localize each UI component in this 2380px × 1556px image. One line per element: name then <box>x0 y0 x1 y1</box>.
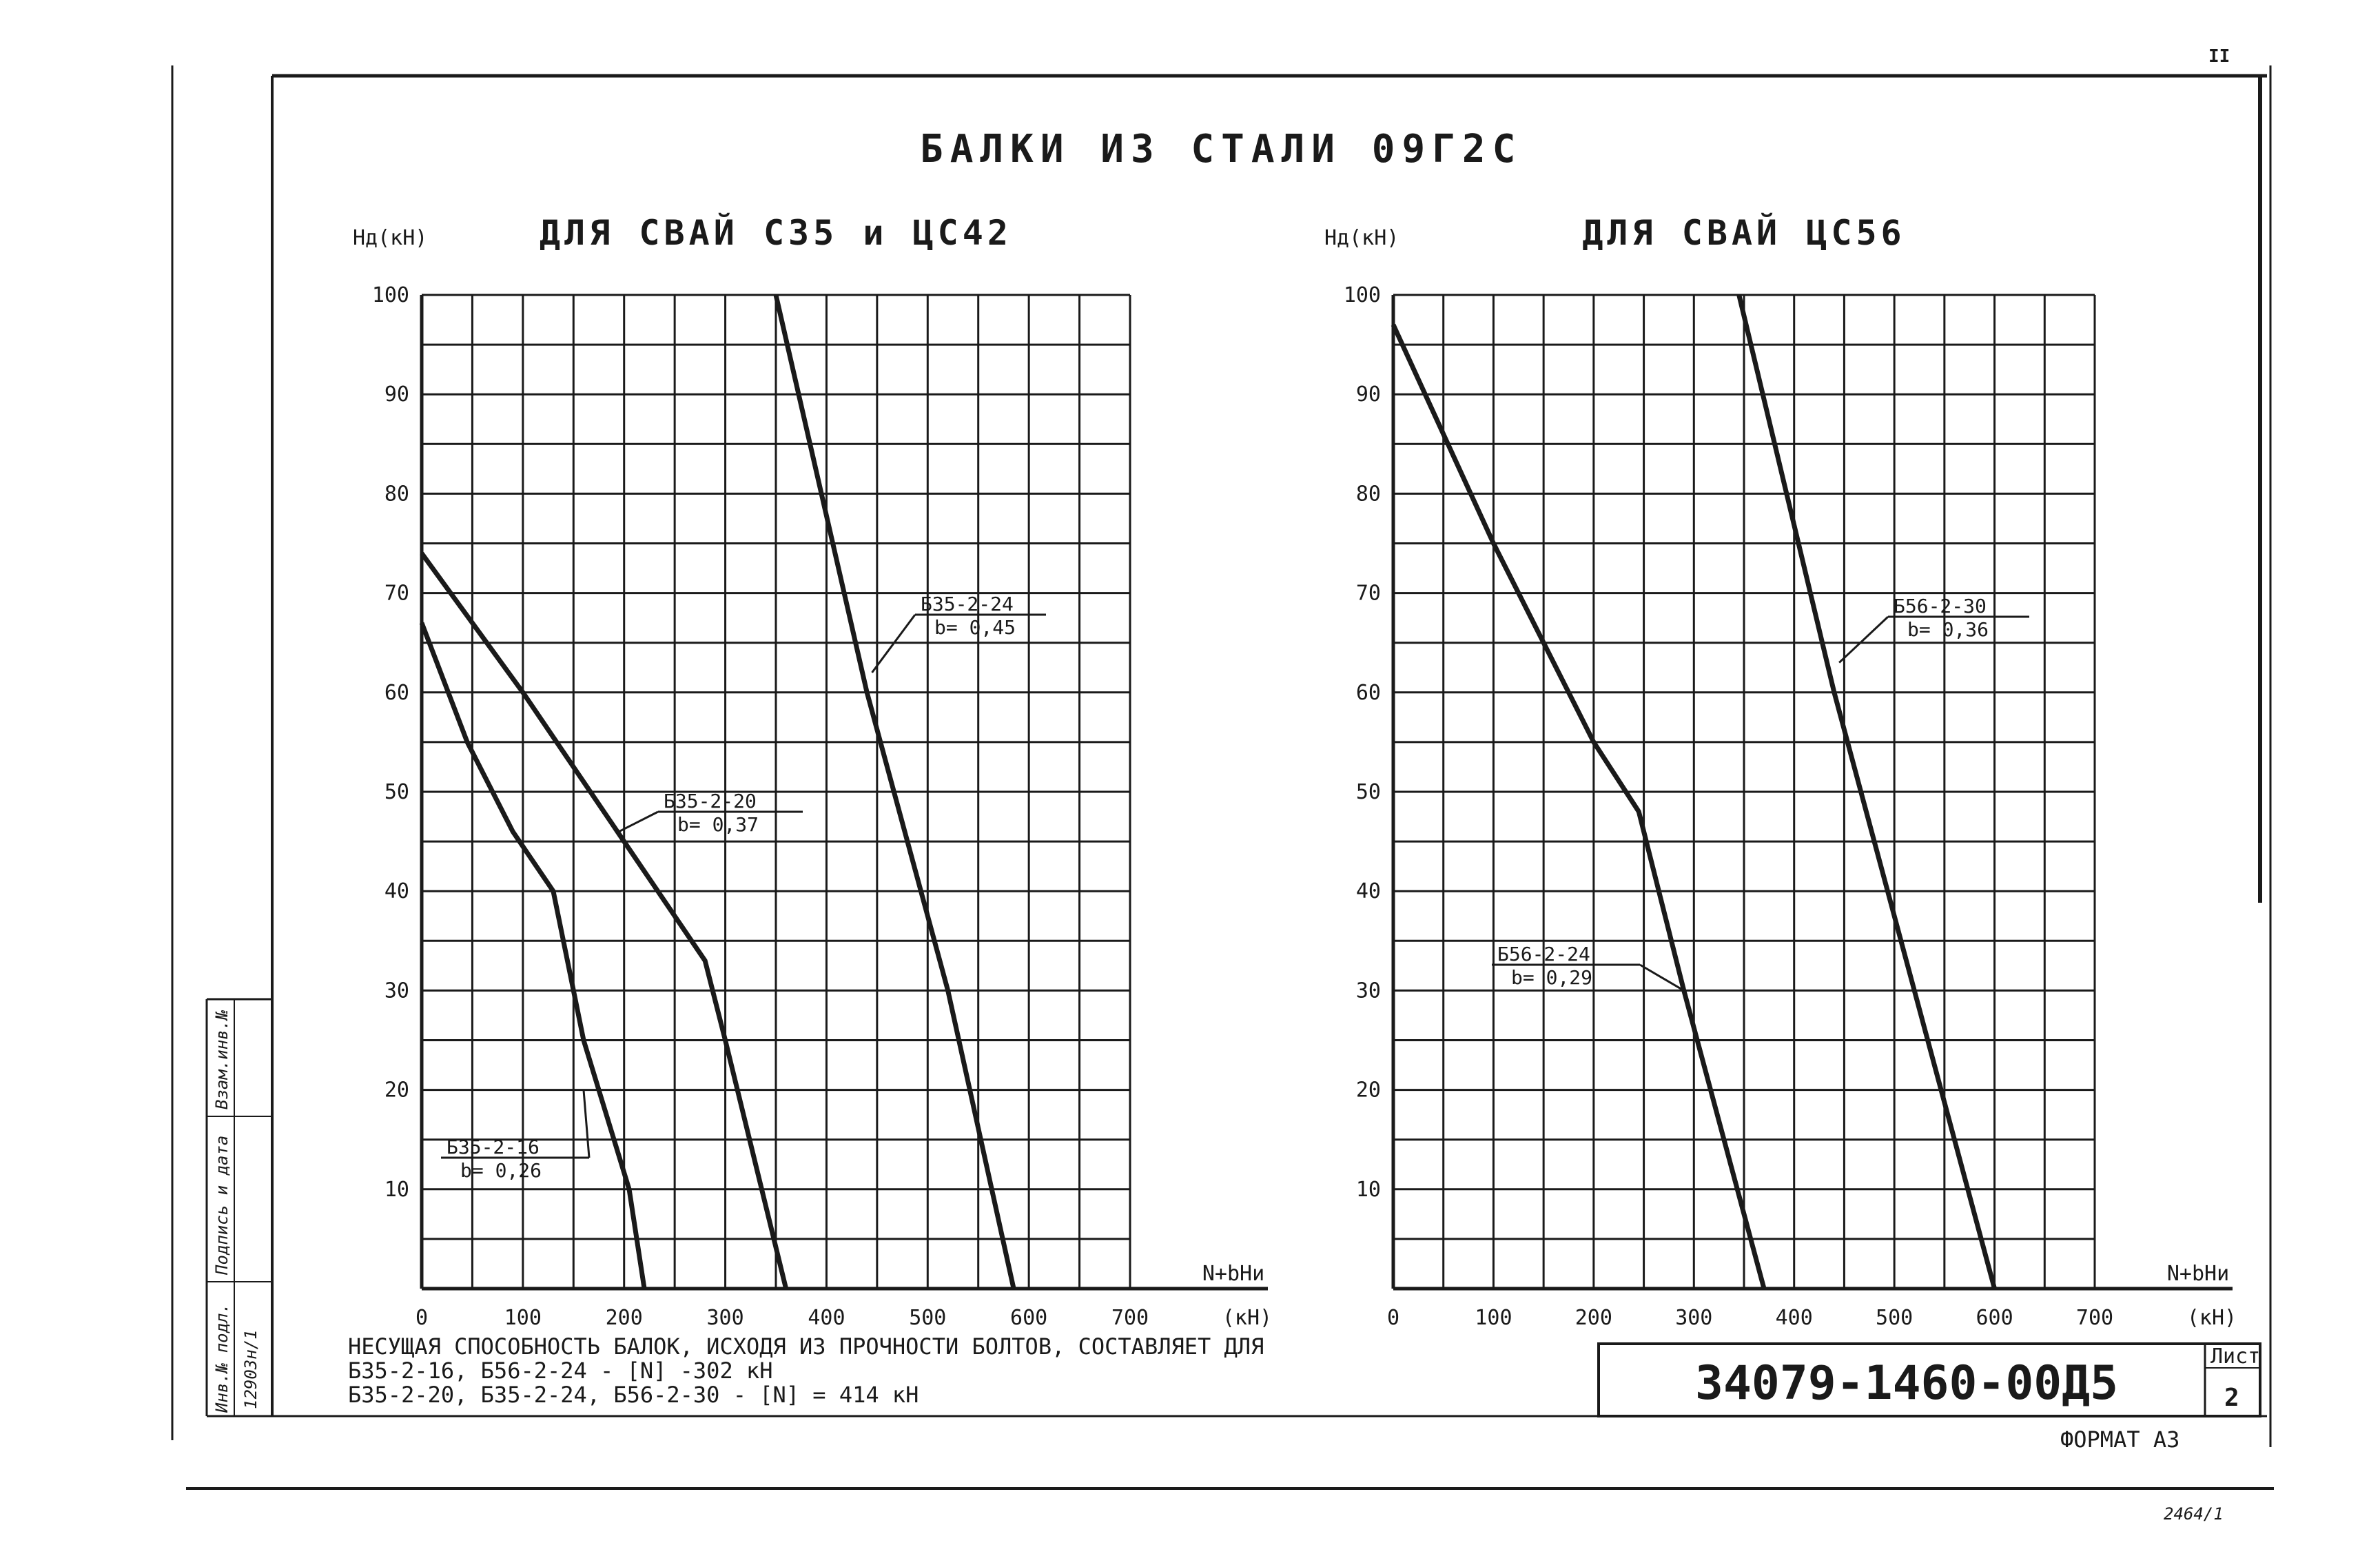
y-tick-label: 100 <box>1344 283 1381 307</box>
y-tick-label: 90 <box>384 382 409 407</box>
series-line <box>419 622 647 1289</box>
y-tick-label: 30 <box>384 979 409 1003</box>
series-b-value: b= 0,36 <box>1907 618 1989 641</box>
note-line-2: Б35-2-16, Б56-2-24 - [N] -302 кН <box>348 1358 773 1384</box>
sheet-frame <box>171 65 2274 1490</box>
sheet-label: Лист <box>2210 1344 2260 1369</box>
y-tick-label: 50 <box>1356 780 1381 804</box>
x-tick-label: 600 <box>1010 1306 1047 1330</box>
main-title: БАЛКИ ИЗ СТАЛИ 09Г2С <box>920 127 1522 172</box>
label-pointer <box>1838 615 1889 664</box>
y-tick-label: 20 <box>1356 1078 1381 1103</box>
note-line-3: Б35-2-20, Б35-2-24, Б56-2-30 - [N] = 414… <box>348 1382 919 1408</box>
label-pointer <box>1639 963 1685 992</box>
label-pointer <box>582 1089 591 1158</box>
corner-mark: II <box>2208 46 2230 67</box>
series-b-value: b= 0,29 <box>1511 966 1592 989</box>
y-tick-label: 30 <box>1356 979 1381 1003</box>
side-stamp: Инв.№ подл. Подпись и дата Взам.инв.№ 12… <box>212 1010 260 1414</box>
y-tick-label: 80 <box>384 482 409 506</box>
y-axis-label: Нд(кН) <box>353 226 427 250</box>
y-tick-label: 40 <box>1356 879 1381 903</box>
series-line <box>420 551 789 1289</box>
x-tick-label: 400 <box>1776 1306 1813 1330</box>
x-tick-label: 300 <box>706 1306 743 1330</box>
x-axis-unit: (кН) <box>2187 1306 2237 1330</box>
series-line <box>1736 294 1997 1289</box>
x-tick-label: 700 <box>1111 1306 1149 1330</box>
x-tick-label: 600 <box>1976 1306 2013 1330</box>
x-tick-label: 100 <box>1475 1306 1512 1330</box>
label-pointer <box>871 614 916 673</box>
y-tick-label: 60 <box>1356 681 1381 705</box>
chart-left: ДЛЯ СВАЙ С35 и ЦС42 Нд(кН) 0 100 200 300 400 50… <box>353 212 1272 1330</box>
side-inv-dup: Взам.инв.№ <box>212 1010 232 1110</box>
y-tick-label: 40 <box>384 879 409 903</box>
x-tick-label: 200 <box>1575 1306 1612 1330</box>
note-line-1: НЕСУЩАЯ СПОСОБНОСТЬ БАЛОК, ИСХОДЯ ИЗ ПРО… <box>348 1333 1264 1360</box>
x-axis-label: N+bНи <box>2167 1262 2229 1286</box>
x-tick-label: 400 <box>808 1306 845 1330</box>
series-b-value: b= 0,45 <box>934 616 1016 639</box>
x-axis-unit: (кН) <box>1222 1306 1272 1330</box>
series-line <box>1391 323 1767 1289</box>
series-label: Б56-2-24 <box>1497 943 1590 965</box>
side-inv-orig: Инв.№ подл. <box>212 1303 232 1413</box>
x-tick-label: 500 <box>1876 1306 1913 1330</box>
x-tick-label: 100 <box>504 1306 542 1330</box>
y-tick-label: 10 <box>1356 1178 1381 1202</box>
x-tick-label: 0 <box>1387 1306 1399 1330</box>
series-b-value: b= 0,26 <box>460 1159 542 1182</box>
y-tick-label: 60 <box>384 681 409 705</box>
series-label: Б35-2-20 <box>664 790 757 812</box>
series-label: Б56-2-30 <box>1894 595 1987 617</box>
y-tick-label: 10 <box>384 1178 409 1202</box>
chart-title: ДЛЯ СВАЙ С35 и ЦС42 <box>540 212 1012 253</box>
label-pointer <box>618 810 659 833</box>
y-tick-label: 100 <box>372 283 409 307</box>
side-inv-value: 12903н/1 <box>241 1329 260 1409</box>
y-tick-label: 50 <box>384 780 409 804</box>
x-tick-label: 300 <box>1675 1306 1712 1330</box>
x-tick-label: 500 <box>909 1306 946 1330</box>
series-line <box>773 294 1016 1289</box>
series-label: Б35-2-16 <box>447 1136 540 1158</box>
y-tick-label: 20 <box>384 1078 409 1103</box>
y-tick-label: 70 <box>384 582 409 606</box>
x-tick-label: 700 <box>2076 1306 2113 1330</box>
y-tick-label: 80 <box>1356 482 1381 506</box>
archive-number: 2464/1 <box>2164 1504 2224 1524</box>
y-tick-label: 90 <box>1356 382 1381 407</box>
x-tick-label: 0 <box>416 1306 428 1330</box>
y-axis-label: Нд(кН) <box>1324 226 1399 250</box>
drawing-code: 34079-1460-00Д5 <box>1695 1356 2118 1411</box>
format-label: ФОРМАТ А3 <box>2060 1426 2179 1453</box>
series-b-value: b= 0,37 <box>677 813 759 836</box>
sheet-number: 2 <box>2224 1384 2239 1412</box>
side-sign-date: Подпись и дата <box>212 1136 232 1276</box>
x-tick-label: 200 <box>606 1306 643 1330</box>
notes: НЕСУЩАЯ СПОСОБНОСТЬ БАЛОК, ИСХОДЯ ИЗ ПРО… <box>348 1333 1264 1408</box>
x-axis-label: N+bНи <box>1202 1262 1264 1286</box>
chart-title: ДЛЯ СВАЙ ЦС56 <box>1582 212 1905 253</box>
y-tick-label: 70 <box>1356 582 1381 606</box>
series-label: Б35-2-24 <box>921 593 1014 615</box>
chart-right: ДЛЯ СВАЙ ЦС56 Нд(кН) 0 100 200 300 400 500 600 70… <box>1324 212 2237 1330</box>
